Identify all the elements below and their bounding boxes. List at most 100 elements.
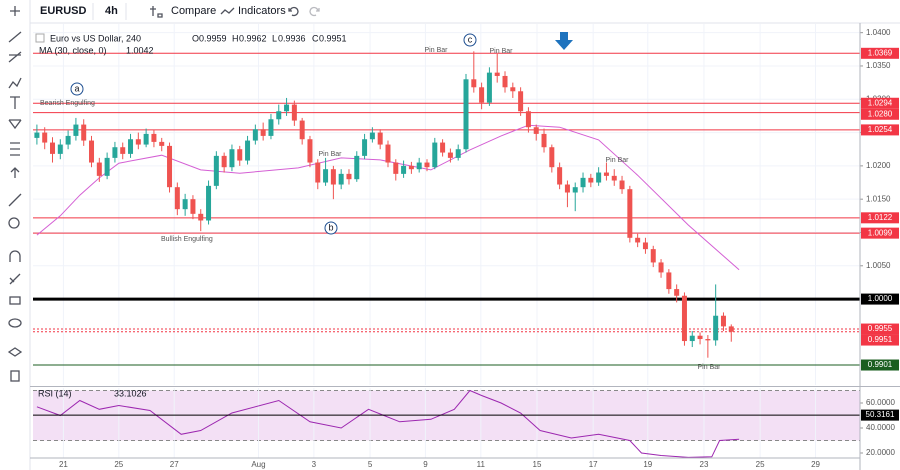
pattern-label: Bearish Engulfing (40, 100, 95, 107)
rsi-level-label: 50.3161 (866, 410, 895, 419)
candle-body (596, 172, 602, 183)
lock-tool[interactable] (9, 296, 21, 305)
ma-line (36, 124, 740, 271)
down-arrow (555, 32, 573, 50)
y-tick-label: 1.0200 (866, 161, 891, 170)
candle-body (635, 237, 641, 243)
chart-title: Euro vs US Dollar, 240 (50, 33, 141, 43)
candle-body (447, 152, 453, 158)
level-label-box (861, 108, 899, 120)
crosshair-tool[interactable] (10, 6, 20, 16)
magnet-tool[interactable] (9, 250, 21, 262)
compare-button[interactable]: Compare (171, 5, 216, 17)
candle-body (284, 104, 290, 112)
candle-body (221, 155, 227, 168)
level-label: 0.9951 (868, 335, 893, 344)
candle-body (525, 111, 531, 128)
candle-body (463, 79, 469, 150)
layers-tool[interactable] (7, 347, 23, 357)
x-tick-label: 29 (811, 460, 820, 469)
x-tick-label: 19 (643, 460, 652, 469)
candle-body (315, 162, 321, 183)
redo-icon[interactable] (309, 6, 320, 17)
candle-body (424, 162, 430, 168)
candle-body (697, 335, 703, 340)
candle-body (611, 175, 617, 181)
undo-icon[interactable] (288, 6, 299, 17)
zoom-tool[interactable] (8, 217, 20, 229)
pattern-tool[interactable] (8, 119, 22, 130)
candle-body (143, 133, 149, 145)
candle-body (713, 315, 719, 341)
candle-body (65, 135, 71, 145)
candle-body (674, 289, 680, 296)
candle-body (323, 169, 329, 183)
plot-layer (33, 51, 860, 458)
level-label: 0.9955 (868, 324, 893, 333)
candle-body (167, 145, 173, 188)
level-label-box (861, 124, 899, 136)
level-label-box (861, 212, 899, 224)
candle-body (377, 132, 383, 145)
pattern-label: Pin Bar (698, 364, 722, 371)
candle-body (705, 339, 711, 341)
candle-body (580, 177, 586, 188)
candle-body (354, 155, 360, 180)
ohlc-value: 0.9962 (239, 33, 267, 43)
pattern-tool[interactable] (8, 77, 22, 89)
level-label: 1.0294 (868, 98, 893, 107)
interval[interactable]: 4h (105, 5, 118, 17)
candle-body (455, 149, 461, 158)
candle-body (627, 189, 633, 238)
pattern-label: Pin Bar (606, 157, 630, 164)
visibility-tool[interactable] (8, 318, 22, 328)
drawing-toolbar (0, 0, 30, 470)
trash-tool[interactable] (10, 370, 20, 382)
ohlc-value: 0.9936 (278, 33, 306, 43)
candle-body (486, 72, 492, 103)
candle-body (229, 149, 235, 168)
candle-body (510, 87, 516, 92)
candle-body (89, 140, 95, 163)
level-label-box (861, 47, 899, 59)
wave-marker (324, 221, 338, 235)
trendline-tool[interactable] (8, 31, 22, 43)
candle-body (728, 326, 734, 332)
indicators-button[interactable]: Indicators (238, 5, 286, 17)
level-label: 1.0122 (868, 213, 893, 222)
prediction-tool[interactable] (10, 142, 20, 156)
x-tick-label: 15 (533, 460, 542, 469)
candle-body (330, 169, 336, 185)
candle-body (307, 139, 313, 163)
ohlc-value: 0.9959 (199, 33, 227, 43)
level-label: 1.0369 (868, 48, 893, 57)
level-label-box (861, 227, 899, 239)
candle-body (237, 149, 243, 161)
rsi-y-tick-label: 40.0000 (866, 423, 895, 432)
rsi-level-box (861, 409, 899, 421)
fib-tool[interactable] (8, 51, 22, 63)
indicators-icon[interactable] (220, 7, 235, 15)
level-label-box (861, 323, 899, 335)
level-label: 1.0254 (868, 125, 893, 134)
compare-icon[interactable] (150, 6, 163, 18)
ma-legend: MA (30, close, 0) (39, 45, 107, 55)
candle-body (213, 155, 219, 186)
symbol[interactable]: EURUSD (40, 5, 87, 17)
candle-body (494, 72, 500, 76)
lock-drawing-tool[interactable] (9, 273, 21, 285)
text-tool[interactable] (10, 96, 20, 109)
candle-body (120, 147, 126, 154)
candle-body (720, 315, 726, 327)
pattern-label: Bullish Engulfing (161, 236, 213, 243)
y-tick-label: 1.0350 (866, 61, 891, 70)
candle-body (689, 335, 695, 342)
ruler-tool[interactable] (8, 193, 22, 207)
arrow-tool[interactable] (10, 167, 20, 178)
level-label-box (861, 334, 899, 346)
candle-body (471, 79, 477, 88)
candle-body (252, 129, 258, 141)
candle-body (619, 180, 625, 190)
candle-body (268, 119, 274, 136)
candle-body (658, 262, 664, 273)
